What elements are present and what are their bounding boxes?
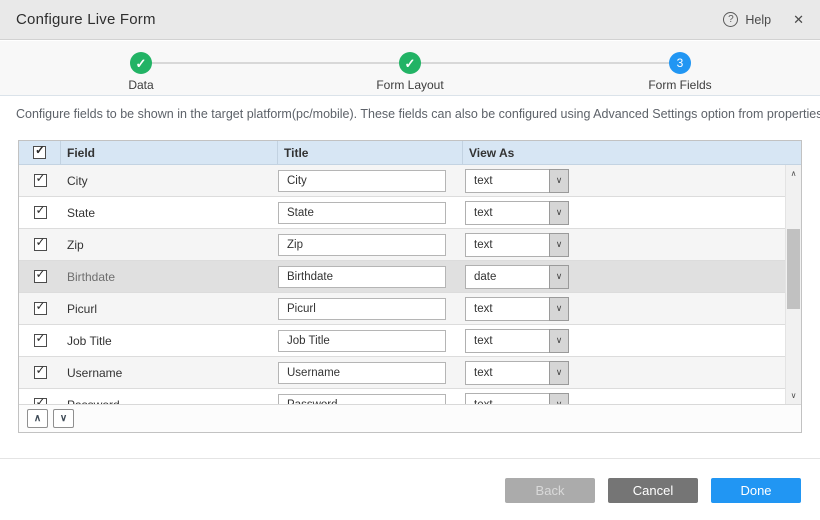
view-as-value: text (465, 168, 549, 193)
check-icon: ✓ (35, 299, 46, 313)
field-name: City (67, 173, 88, 188)
step-data[interactable]: ✓ (130, 52, 152, 74)
view-as-value: text (465, 232, 549, 257)
title-input[interactable] (278, 201, 446, 224)
dialog-title: Configure Live Form (16, 11, 156, 28)
check-icon: ✓ (35, 395, 46, 404)
view-as-value: text (465, 200, 549, 225)
table-row[interactable]: ✓ Password text ∨ (19, 389, 785, 404)
title-input[interactable] (278, 265, 446, 288)
field-name: Picurl (67, 301, 98, 316)
chevron-down-icon[interactable]: ∨ (549, 168, 569, 193)
help-icon[interactable]: ? (723, 12, 739, 27)
view-as-dropdown[interactable]: text ∨ (465, 360, 569, 385)
chevron-down-icon[interactable]: ∨ (549, 360, 569, 385)
check-icon: ✓ (404, 55, 416, 71)
check-icon: ✓ (35, 267, 46, 281)
field-name: Password (67, 398, 120, 405)
row-checkbox[interactable]: ✓ (33, 331, 47, 347)
column-header-title: Title (278, 141, 463, 164)
field-name: State (67, 205, 96, 220)
row-checkbox[interactable]: ✓ (33, 299, 47, 315)
row-checkbox[interactable]: ✓ (33, 235, 47, 251)
view-as-value: text (465, 296, 549, 321)
row-checkbox[interactable]: ✓ (33, 171, 47, 187)
field-name: Zip (67, 237, 84, 252)
done-button[interactable]: Done (711, 478, 801, 503)
step-label-data: Data (128, 78, 154, 92)
scrollbar-thumb[interactable] (787, 229, 800, 309)
step-label-form-fields: Form Fields (648, 78, 712, 92)
step-number: 3 (676, 56, 684, 70)
view-as-value: text (465, 328, 549, 353)
table-row[interactable]: ✓ City text ∨ (19, 165, 785, 197)
dialog-titlebar: Configure Live Form ? Help ✕ (0, 0, 820, 40)
check-icon: ✓ (35, 143, 46, 157)
chevron-down-icon[interactable]: ∨ (549, 328, 569, 353)
chevron-down-icon[interactable]: ∨ (549, 200, 569, 225)
footer-divider (0, 458, 820, 459)
move-down-button[interactable]: ∨ (53, 409, 74, 428)
table-footer: ∧ ∨ (19, 404, 801, 432)
row-checkbox[interactable]: ✓ (33, 203, 47, 219)
check-icon: ✓ (135, 55, 147, 71)
row-checkbox[interactable]: ✓ (33, 267, 47, 283)
step-form-layout[interactable]: ✓ (399, 52, 421, 74)
title-input[interactable] (278, 393, 446, 404)
table-row[interactable]: ✓ Zip text ∨ (19, 229, 785, 261)
step-label-form-layout: Form Layout (376, 78, 444, 92)
view-as-dropdown[interactable]: text ∨ (465, 392, 569, 404)
wizard-stepper: ✓ ✓ 3 Data Form Layout Form Fields (0, 41, 820, 96)
view-as-dropdown[interactable]: date ∨ (465, 264, 569, 289)
fields-table: ✓ Field Title View As ✓ City text ∨ ✓ St… (18, 140, 802, 433)
table-header: ✓ Field Title View As (19, 141, 801, 165)
check-icon: ✓ (35, 171, 46, 185)
table-body: ✓ City text ∨ ✓ State text ∨ ✓ Zip (19, 165, 785, 404)
title-input[interactable] (278, 329, 446, 352)
step-form-fields[interactable]: 3 (669, 52, 691, 74)
vertical-scrollbar[interactable]: ∧ ∨ (785, 165, 801, 404)
scroll-up-icon[interactable]: ∧ (790, 169, 797, 178)
table-row[interactable]: ✓ Username text ∨ (19, 357, 785, 389)
table-row[interactable]: ✓ Birthdate date ∨ (19, 261, 785, 293)
field-name: Birthdate (67, 269, 116, 284)
row-checkbox[interactable]: ✓ (33, 395, 47, 404)
scroll-down-icon[interactable]: ∨ (790, 391, 797, 400)
check-icon: ✓ (35, 331, 46, 345)
select-all-checkbox[interactable]: ✓ (33, 143, 46, 159)
view-as-value: text (465, 360, 549, 385)
help-link[interactable]: Help (745, 12, 772, 27)
chevron-down-icon[interactable]: ∨ (549, 264, 569, 289)
table-row[interactable]: ✓ State text ∨ (19, 197, 785, 229)
view-as-dropdown[interactable]: text ∨ (465, 296, 569, 321)
view-as-dropdown[interactable]: text ∨ (465, 328, 569, 353)
back-button[interactable]: Back (505, 478, 595, 503)
description-text: Configure fields to be shown in the targ… (16, 107, 820, 121)
close-icon[interactable]: ✕ (793, 11, 804, 27)
view-as-value: text (465, 392, 549, 404)
chevron-down-icon[interactable]: ∨ (549, 392, 569, 404)
view-as-value: date (465, 264, 549, 289)
check-icon: ✓ (35, 203, 46, 217)
chevron-down-icon[interactable]: ∨ (549, 232, 569, 257)
column-header-field: Field (61, 141, 278, 164)
table-row[interactable]: ✓ Job Title text ∨ (19, 325, 785, 357)
title-input[interactable] (278, 361, 446, 384)
title-input[interactable] (278, 297, 446, 320)
column-header-view-as: View As (469, 145, 515, 160)
row-checkbox[interactable]: ✓ (33, 363, 47, 379)
table-row[interactable]: ✓ Picurl text ∨ (19, 293, 785, 325)
check-icon: ✓ (35, 363, 46, 377)
check-icon: ✓ (35, 235, 46, 249)
title-input[interactable] (278, 169, 446, 192)
view-as-dropdown[interactable]: text ∨ (465, 232, 569, 257)
chevron-down-icon[interactable]: ∨ (549, 296, 569, 321)
move-up-button[interactable]: ∧ (27, 409, 48, 428)
field-name: Job Title (67, 333, 112, 348)
view-as-dropdown[interactable]: text ∨ (465, 168, 569, 193)
cancel-button[interactable]: Cancel (608, 478, 698, 503)
title-input[interactable] (278, 233, 446, 256)
view-as-dropdown[interactable]: text ∨ (465, 200, 569, 225)
field-name: Username (67, 365, 123, 380)
